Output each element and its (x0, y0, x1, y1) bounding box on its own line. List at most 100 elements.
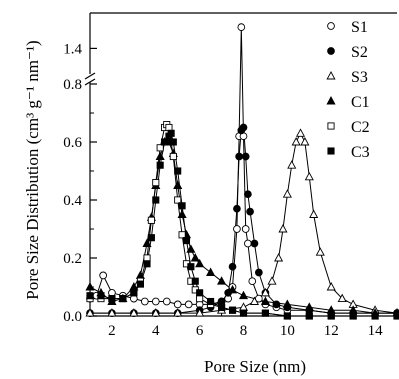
legend-marker-s1 (327, 22, 335, 30)
data-point-s2 (255, 268, 263, 277)
y-axis-title: Pore Size Distribution (cm³ g⁻¹ nm⁻¹) (23, 40, 42, 299)
data-point-c2 (152, 179, 160, 187)
data-point-c3 (196, 289, 204, 297)
legend-label-s3: S3 (351, 69, 368, 86)
data-point-s3 (107, 308, 117, 317)
data-point-s2 (272, 300, 281, 309)
data-point-s3 (287, 160, 297, 169)
data-point-c1 (85, 282, 95, 291)
data-point-c3 (349, 312, 357, 320)
data-point-c2 (165, 123, 173, 132)
data-point-c3 (228, 306, 237, 314)
legend-marker-c2 (327, 122, 335, 130)
data-point-c3 (86, 292, 94, 300)
data-point-c3 (239, 309, 248, 317)
legend-label-s1: S1 (351, 19, 368, 36)
data-point-s3 (295, 128, 306, 137)
data-point-s3 (304, 171, 314, 181)
data-point-s3 (129, 308, 139, 317)
data-point-s1 (244, 239, 252, 248)
axis-break-mark (84, 72, 96, 80)
data-point-c2 (174, 196, 182, 204)
data-point-c3 (174, 167, 182, 175)
y-tick-label: 1.4 (63, 41, 82, 57)
data-point-s2 (241, 152, 250, 161)
data-point-s3 (195, 308, 205, 317)
x-tick-label: 10 (280, 323, 295, 339)
data-point-c1 (190, 253, 200, 262)
data-point-s1 (162, 297, 171, 306)
y-tick-label: 0.8 (63, 77, 82, 93)
data-point-c1 (155, 151, 165, 160)
data-point-s1 (99, 271, 108, 280)
data-point-s3 (291, 137, 301, 146)
axis-break-mark (84, 78, 96, 86)
data-point-c1 (142, 238, 152, 247)
legend-label-s2: S2 (351, 44, 368, 61)
data-point-c1 (195, 258, 205, 268)
data-point-c3 (152, 196, 160, 204)
x-tick-label: 2 (108, 323, 116, 339)
legend-marker-s2 (327, 47, 335, 55)
y-tick-label: 0.2 (63, 251, 82, 267)
data-point-s2 (246, 207, 254, 216)
data-point-s1 (237, 23, 246, 32)
data-point-c3 (147, 234, 155, 242)
data-point-c2 (178, 231, 186, 239)
x-tick-label: 6 (196, 323, 204, 339)
data-point-c3 (207, 297, 215, 306)
data-point-s1 (151, 297, 160, 306)
data-point-s3 (337, 293, 347, 303)
series-markers (85, 23, 399, 320)
data-point-c3 (169, 138, 177, 146)
legend-label-c2: C2 (351, 119, 370, 136)
data-point-c3 (167, 129, 175, 137)
data-point-s3 (278, 224, 288, 233)
data-point-c3 (97, 292, 105, 300)
data-point-s3 (326, 282, 336, 291)
data-point-c1 (177, 209, 187, 218)
data-point-s2 (228, 262, 237, 271)
data-point-s3 (238, 302, 249, 311)
data-point-s3 (315, 247, 325, 256)
data-point-s3 (300, 137, 310, 146)
data-point-s3 (309, 209, 319, 218)
legend-marker-c1 (326, 96, 336, 105)
data-point-c1 (129, 282, 139, 291)
data-point-c1 (227, 284, 238, 294)
data-point-s3 (85, 308, 95, 317)
data-point-s2 (244, 190, 252, 199)
data-point-s1 (140, 297, 149, 306)
data-point-c2 (156, 144, 164, 152)
data-point-c1 (238, 290, 249, 300)
x-axis-title: Pore Size (nm) (204, 357, 306, 376)
data-point-s3 (249, 296, 260, 305)
data-point-c1 (217, 276, 227, 285)
data-point-c2 (196, 295, 204, 303)
data-point-c3 (305, 312, 313, 320)
y-tick-label: 0.6 (63, 135, 82, 151)
data-point-s3 (173, 308, 183, 317)
data-point-c1 (186, 244, 196, 253)
data-point-c3 (108, 295, 116, 303)
data-point-s2 (250, 239, 259, 248)
data-point-c2 (147, 216, 155, 224)
data-point-c3 (119, 295, 127, 303)
y-tick-label: 0.4 (63, 193, 82, 209)
data-point-c2 (143, 254, 151, 262)
y-tick-label: 0.0 (63, 309, 82, 325)
data-point-c1 (206, 267, 216, 276)
data-point-c3 (178, 202, 186, 210)
data-point-c3 (327, 312, 335, 320)
data-point-c1 (304, 302, 314, 311)
data-point-c3 (191, 277, 199, 285)
data-point-s2 (235, 152, 243, 161)
data-point-s1 (184, 300, 193, 309)
data-point-s3 (267, 276, 277, 285)
data-point-c2 (169, 152, 177, 161)
data-point-c1 (260, 296, 270, 305)
legend-label-c1: C1 (351, 94, 370, 111)
data-point-c1 (173, 180, 183, 189)
data-point-c3 (283, 312, 291, 320)
